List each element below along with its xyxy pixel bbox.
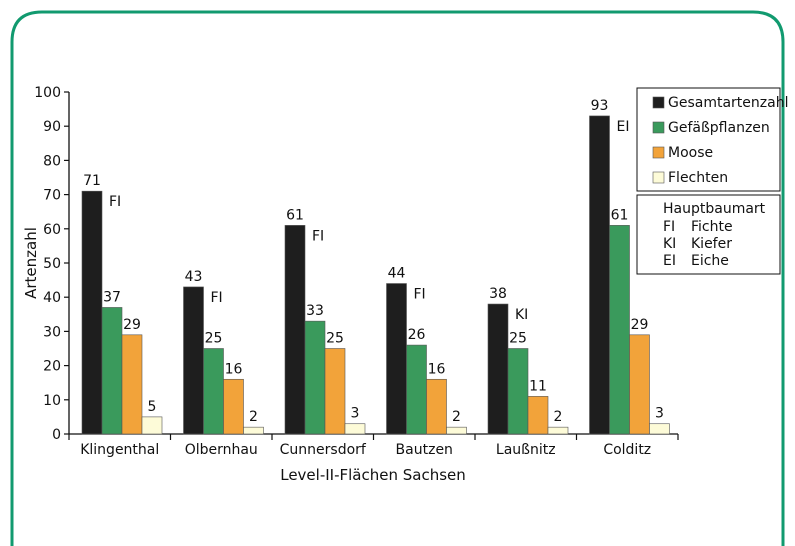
legend: Gesamtartenzahl Gefäßpflanzen Moose Flechte… bbox=[636, 87, 788, 192]
bar bbox=[487, 303, 509, 435]
legend-label: Flechten bbox=[668, 170, 728, 186]
bar bbox=[223, 378, 244, 435]
frame-border bbox=[10, 10, 785, 546]
bar-value-label: 2 bbox=[249, 409, 258, 425]
x-tick-label: Colditz bbox=[603, 442, 651, 458]
bar-value-label: 33 bbox=[306, 303, 324, 319]
key-box bbox=[636, 194, 781, 275]
y-tick-label: 20 bbox=[43, 359, 61, 375]
bar-value-label: 25 bbox=[509, 331, 527, 347]
x-tick-label: Cunnersdorf bbox=[280, 442, 367, 458]
bar bbox=[547, 426, 569, 435]
x-axis: Klingenthal Olbernhau Cunnersdorf Bautzen La… bbox=[68, 433, 679, 484]
bar bbox=[426, 378, 447, 435]
bar-value-label: 11 bbox=[529, 378, 547, 394]
key-species: Fichte bbox=[691, 219, 733, 235]
tree-code-label: FI bbox=[312, 228, 324, 244]
bar-value-label: 2 bbox=[452, 409, 461, 425]
y-tick-label: 30 bbox=[43, 324, 61, 340]
bar-value-label: 61 bbox=[611, 207, 629, 223]
tree-code-label: FI bbox=[211, 290, 223, 306]
legend-swatch bbox=[652, 121, 665, 134]
bar bbox=[649, 423, 670, 435]
bar bbox=[609, 225, 630, 435]
y-axis-label: Artenzahl bbox=[22, 227, 40, 299]
y-tick-label: 90 bbox=[43, 119, 61, 135]
tree-species-key: Hauptbaumart FI Fichte KI Kiefer EI Eiche bbox=[636, 194, 781, 275]
bar-value-label: 16 bbox=[225, 361, 243, 377]
bar-value-label: 93 bbox=[591, 98, 609, 114]
legend-label: Gefäßpflanzen bbox=[668, 120, 770, 136]
key-species: Kiefer bbox=[691, 236, 732, 252]
legend-swatch bbox=[652, 96, 665, 109]
key-species: Eiche bbox=[691, 253, 729, 269]
bar bbox=[304, 320, 326, 435]
bar-value-label: 29 bbox=[631, 317, 649, 333]
bar-value-label: 29 bbox=[123, 317, 141, 333]
y-tick-label: 60 bbox=[43, 222, 61, 238]
key-title: Hauptbaumart bbox=[663, 201, 766, 217]
bar-value-label: 3 bbox=[351, 406, 360, 422]
bar bbox=[507, 348, 529, 435]
x-tick-label: Bautzen bbox=[396, 442, 453, 458]
bar-value-label: 3 bbox=[655, 406, 664, 422]
bar-value-label: 61 bbox=[286, 207, 304, 223]
x-tick-label: Laußnitz bbox=[496, 442, 556, 458]
bar bbox=[344, 423, 366, 435]
bar-value-label: 44 bbox=[388, 266, 406, 282]
bar-value-label: 26 bbox=[408, 327, 426, 343]
key-code: EI bbox=[663, 253, 676, 269]
bar bbox=[446, 426, 467, 435]
bar-value-label: 37 bbox=[103, 289, 121, 305]
key-code: KI bbox=[663, 236, 676, 252]
key-code: FI bbox=[663, 219, 675, 235]
y-tick-label: 50 bbox=[43, 256, 61, 272]
bar-value-label: 25 bbox=[326, 331, 344, 347]
bar bbox=[589, 115, 610, 435]
bar bbox=[284, 225, 306, 435]
bar bbox=[81, 190, 103, 435]
tree-code-label: FI bbox=[109, 194, 121, 210]
legend-swatch bbox=[652, 146, 665, 159]
bar-value-label: 16 bbox=[428, 361, 446, 377]
y-axis: 0 10 20 30 40 50 60 70 80 90 100 Artenzahl bbox=[22, 85, 70, 443]
bar bbox=[629, 334, 650, 435]
legend-label: Gesamtartenzahl bbox=[668, 95, 788, 111]
bar bbox=[324, 348, 346, 435]
bar bbox=[203, 348, 224, 435]
bar bbox=[121, 334, 143, 435]
bar bbox=[527, 396, 549, 435]
x-tick-label: Olbernhau bbox=[185, 442, 258, 458]
legend-label: Moose bbox=[668, 145, 713, 161]
tree-code-label: KI bbox=[515, 307, 528, 323]
bar-value-label: 71 bbox=[83, 173, 101, 189]
tree-code-labels: FI FI FI FI KI EI bbox=[109, 119, 629, 323]
y-tick-label: 40 bbox=[43, 290, 61, 306]
bars bbox=[81, 115, 670, 435]
y-tick-label: 0 bbox=[52, 427, 61, 443]
tree-code-label: FI bbox=[414, 287, 426, 303]
y-tick-label: 100 bbox=[34, 85, 61, 101]
x-axis-label: Level-II-Flächen Sachsen bbox=[280, 466, 466, 484]
legend-swatch bbox=[652, 171, 665, 184]
value-labels: 7137295432516261332534426162382511293612… bbox=[83, 98, 664, 425]
bar-value-label: 25 bbox=[205, 331, 223, 347]
y-tick-label: 70 bbox=[43, 188, 61, 204]
y-tick-label: 80 bbox=[43, 153, 61, 169]
bar bbox=[183, 286, 204, 435]
bar-value-label: 43 bbox=[185, 269, 203, 285]
bar bbox=[101, 307, 123, 435]
bar-value-label: 5 bbox=[148, 399, 157, 415]
y-tick-label: 10 bbox=[43, 393, 61, 409]
bar-value-label: 38 bbox=[489, 286, 507, 302]
tree-code-label: EI bbox=[617, 119, 630, 135]
bar bbox=[243, 426, 264, 435]
bar bbox=[141, 416, 163, 435]
bar bbox=[386, 283, 407, 435]
bar-value-label: 2 bbox=[554, 409, 563, 425]
x-tick-label: Klingenthal bbox=[80, 442, 159, 458]
bar bbox=[406, 344, 427, 435]
